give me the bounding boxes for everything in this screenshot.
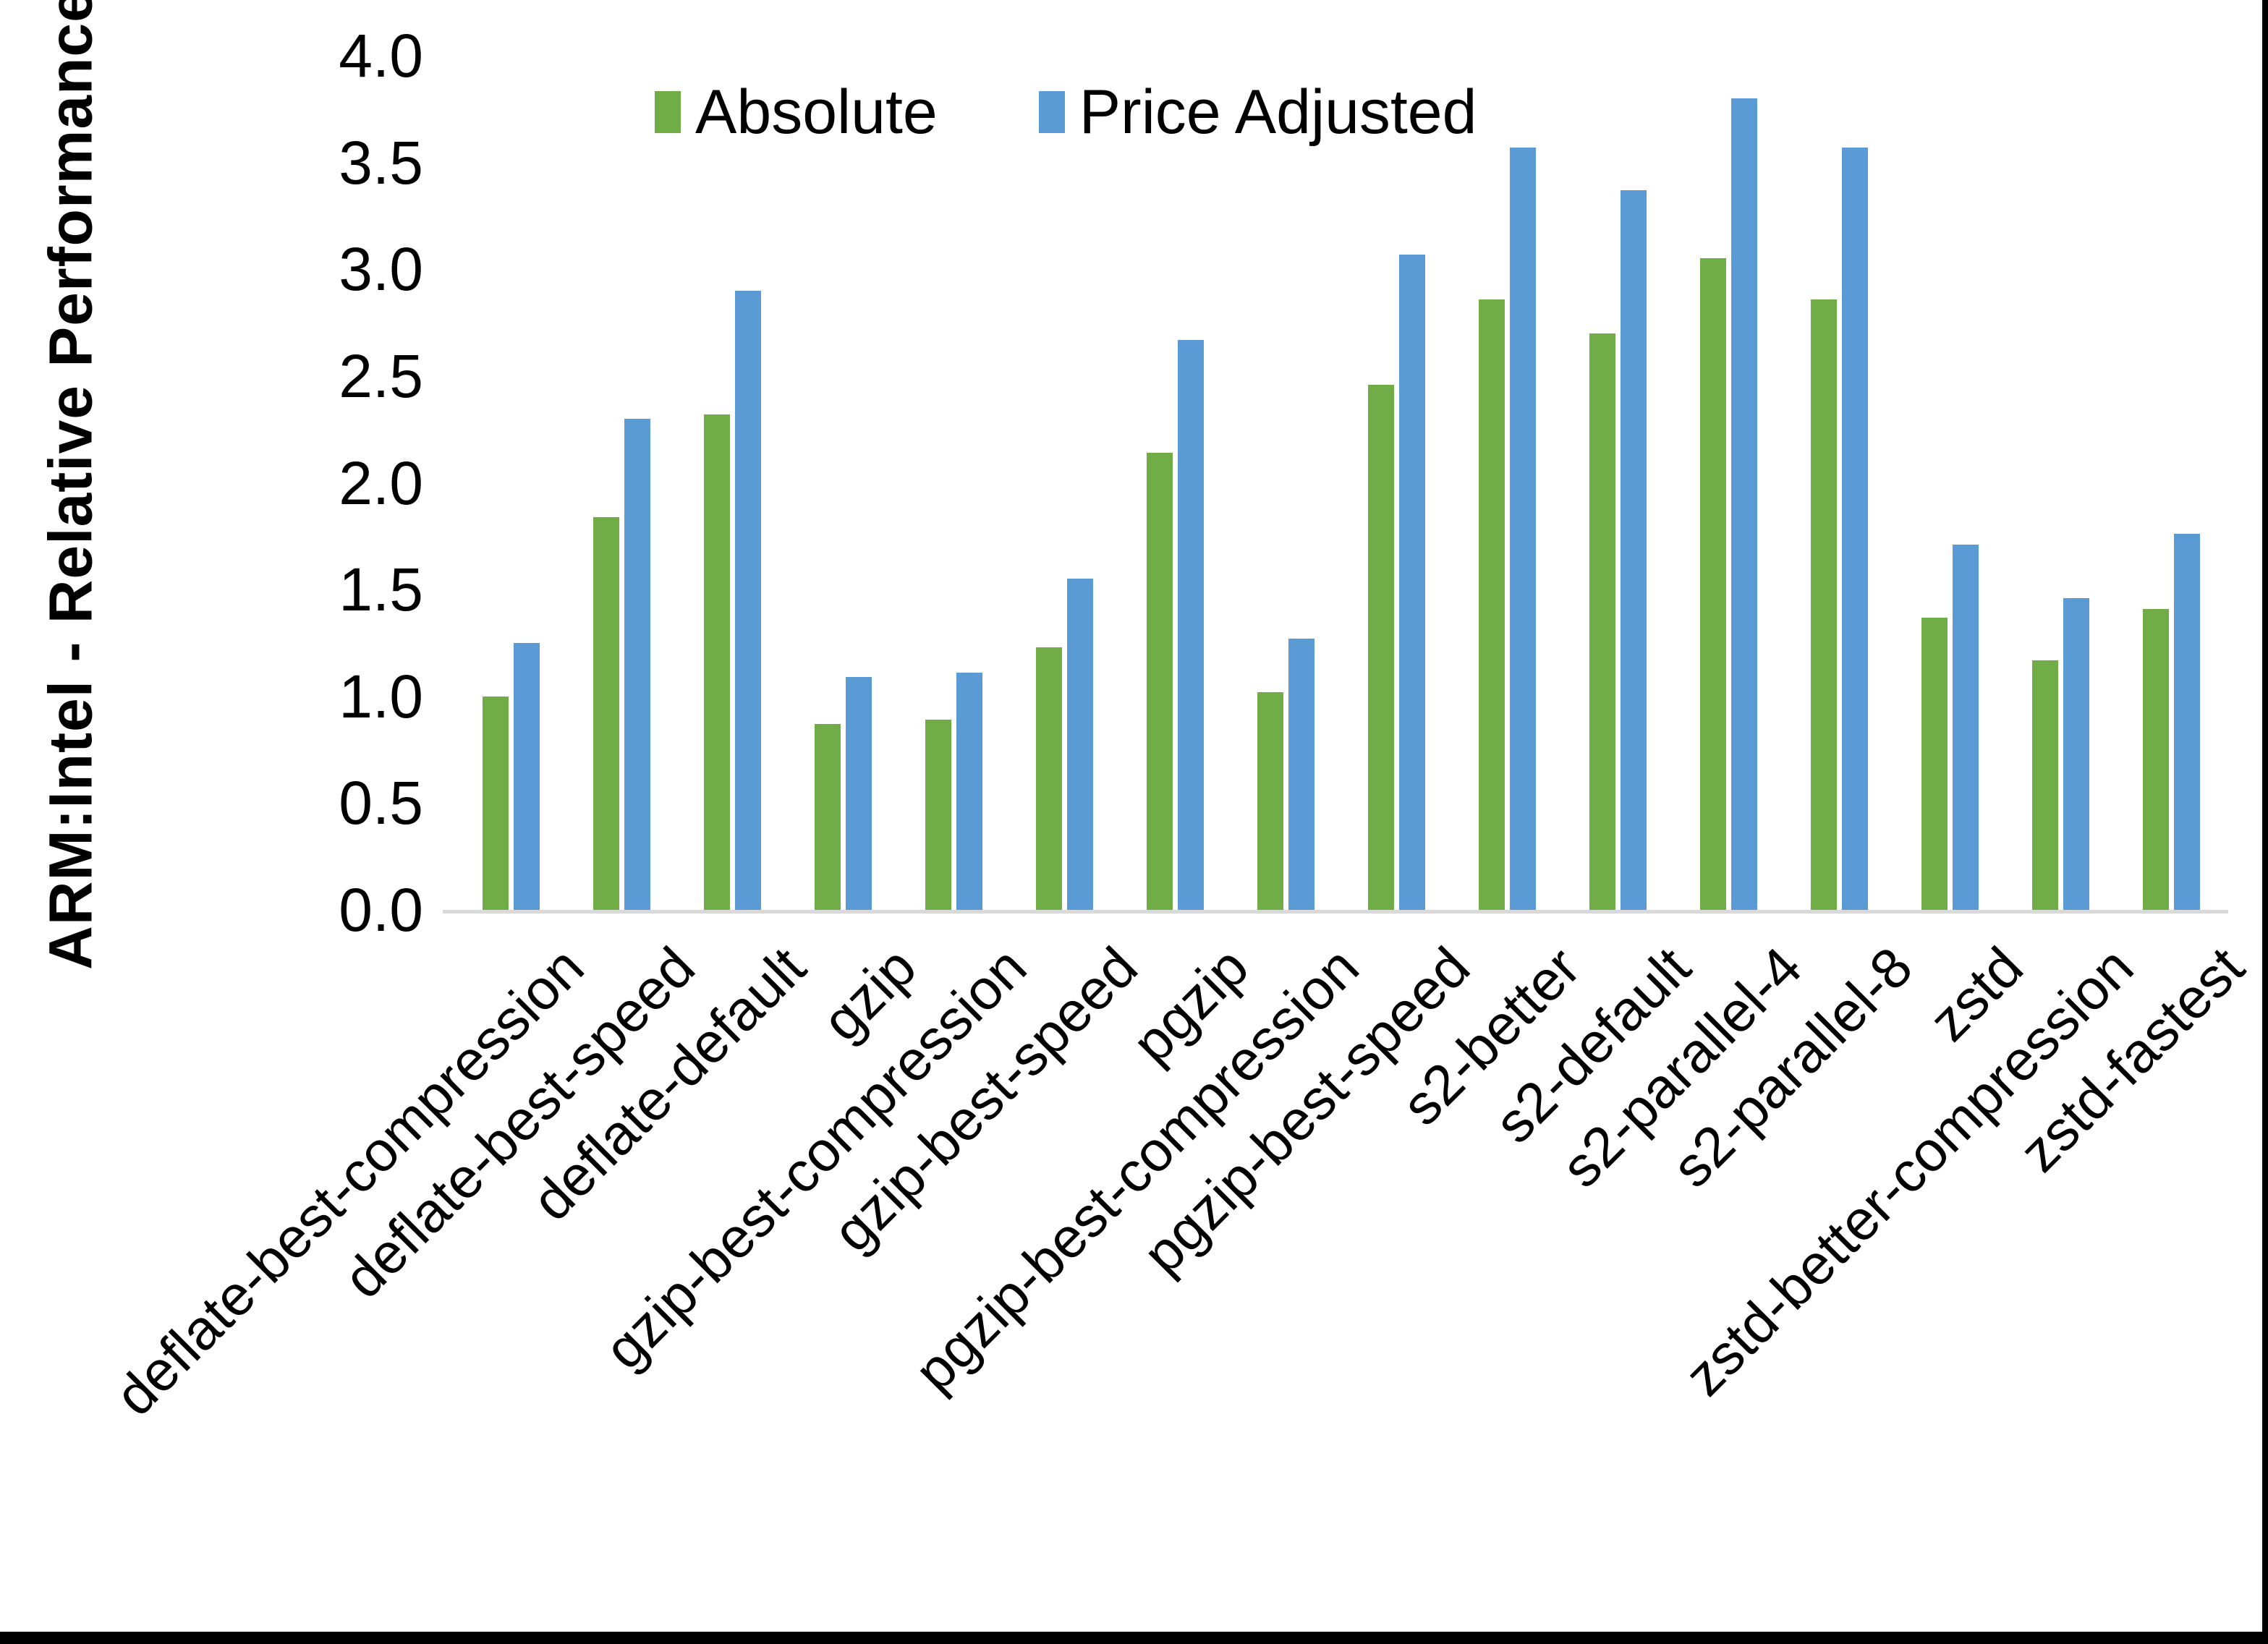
bar-price-adjusted-s2-parallel-4 xyxy=(1731,98,1757,910)
bar-absolute-pgzip xyxy=(1147,453,1173,910)
bar-absolute-deflate-best-compression xyxy=(483,697,509,910)
bar-absolute-gzip-best-speed xyxy=(1036,647,1062,910)
legend-item-price-adjusted: Price Adjusted xyxy=(1038,77,1477,147)
bar-absolute-deflate-best-speed xyxy=(593,517,619,910)
bar-price-adjusted-s2-default xyxy=(1621,190,1647,910)
bar-price-adjusted-zstd xyxy=(1953,545,1979,910)
plot-area xyxy=(445,56,2228,910)
bar-price-adjusted-s2-better xyxy=(1510,148,1536,910)
bar-group-pgzip xyxy=(1147,340,1204,910)
bar-absolute-zstd-better-compression xyxy=(2032,660,2058,910)
bar-absolute-zstd-fastest xyxy=(2143,609,2169,910)
bar-absolute-gzip xyxy=(815,724,841,910)
bar-absolute-gzip-best-compression xyxy=(925,720,951,910)
x-tick-label-deflate-best-compression: deflate-best-compression xyxy=(103,934,596,1428)
right-border xyxy=(2262,0,2268,1644)
bar-group-gzip-best-speed xyxy=(1036,579,1093,910)
bar-price-adjusted-gzip xyxy=(846,677,872,910)
bar-group-s2-better xyxy=(1479,148,1536,910)
bar-group-gzip-best-compression xyxy=(925,673,982,910)
bar-absolute-pgzip-best-speed xyxy=(1368,385,1394,910)
bar-absolute-deflate-default xyxy=(704,414,730,910)
y-tick-label-0.5: 0.5 xyxy=(339,769,423,837)
bar-absolute-s2-parallel-4 xyxy=(1700,258,1726,910)
bar-price-adjusted-pgzip xyxy=(1178,340,1204,910)
bar-group-s2-default xyxy=(1589,190,1647,910)
bar-group-pgzip-best-speed xyxy=(1368,255,1425,910)
bar-absolute-pgzip-best-compression xyxy=(1257,692,1283,910)
bar-group-pgzip-best-compression xyxy=(1257,639,1314,910)
bar-price-adjusted-gzip-best-compression xyxy=(956,673,982,910)
bar-group-deflate-default xyxy=(704,291,761,910)
bar-price-adjusted-pgzip-best-speed xyxy=(1399,255,1425,910)
bottom-border xyxy=(0,1632,2268,1644)
y-tick-label-3.5: 3.5 xyxy=(339,129,423,197)
bar-group-deflate-best-speed xyxy=(593,419,650,910)
bar-price-adjusted-deflate-best-speed xyxy=(624,419,650,910)
legend-swatch-price-adjusted xyxy=(1038,91,1065,133)
bar-absolute-s2-parallel-8 xyxy=(1811,299,1837,910)
y-tick-label-0.0: 0.0 xyxy=(339,876,423,944)
legend-label-absolute: Absolute xyxy=(695,77,938,147)
y-axis-title: ARM:Intel - Relative Performance xyxy=(36,0,105,970)
y-tick-label-1.5: 1.5 xyxy=(339,555,423,623)
bar-absolute-s2-default xyxy=(1589,333,1615,910)
bar-price-adjusted-s2-parallel-8 xyxy=(1842,148,1868,910)
bar-group-s2-parallel-8 xyxy=(1811,148,1868,910)
bar-price-adjusted-zstd-better-compression xyxy=(2063,598,2089,910)
bar-absolute-zstd xyxy=(1921,618,1948,910)
bar-group-s2-parallel-4 xyxy=(1700,98,1757,910)
y-tick-label-1.0: 1.0 xyxy=(339,663,423,731)
y-tick-label-2.0: 2.0 xyxy=(339,449,423,517)
bar-group-zstd-fastest xyxy=(2143,534,2200,910)
bar-price-adjusted-gzip-best-speed xyxy=(1067,579,1093,910)
bar-price-adjusted-zstd-fastest xyxy=(2174,534,2200,910)
y-tick-label-2.5: 2.5 xyxy=(339,342,423,410)
legend-swatch-absolute xyxy=(655,91,681,133)
bar-absolute-s2-better xyxy=(1479,299,1505,910)
bar-group-zstd xyxy=(1921,545,1979,910)
bar-group-gzip xyxy=(815,677,872,910)
bar-price-adjusted-pgzip-best-compression xyxy=(1288,639,1314,910)
bar-group-zstd-better-compression xyxy=(2032,598,2089,910)
legend: Absolute Price Adjusted xyxy=(655,81,1477,143)
bar-price-adjusted-deflate-default xyxy=(735,291,761,910)
y-tick-label-3.0: 3.0 xyxy=(339,235,423,303)
bar-group-deflate-best-compression xyxy=(483,643,540,910)
y-tick-label-4.0: 4.0 xyxy=(339,22,423,90)
legend-label-price-adjusted: Price Adjusted xyxy=(1079,77,1477,147)
legend-item-absolute: Absolute xyxy=(655,81,938,143)
bar-price-adjusted-deflate-best-compression xyxy=(514,643,540,910)
x-axis-line xyxy=(443,910,2228,913)
